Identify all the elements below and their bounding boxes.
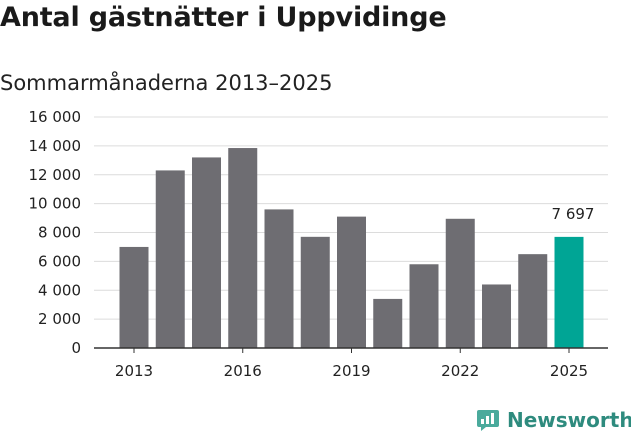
chart-subtitle: Sommarmånaderna 2013–2025	[0, 71, 333, 95]
bar-2017	[264, 209, 294, 348]
bar-2015	[192, 157, 221, 348]
brand-name: Newsworthy	[507, 408, 631, 432]
x-tick-label: 2025	[550, 362, 588, 380]
y-tick-label: 16 000	[29, 108, 82, 126]
bar-chart-speech-bubble-icon	[477, 410, 499, 431]
y-tick-label: 8 000	[38, 224, 81, 242]
bar-2013	[119, 246, 149, 348]
brand-logo: Newsworthy	[476, 408, 631, 432]
bar-2018	[300, 236, 330, 348]
y-tick-label: 4 000	[38, 281, 81, 299]
x-tick-label: 2019	[332, 362, 370, 380]
bar-2016	[228, 148, 258, 348]
chart-title: Antal gästnätter i Uppvidinge	[0, 2, 447, 33]
x-axis: 2013 2016 2019 2022 2025	[94, 347, 608, 380]
bar-2025	[554, 236, 584, 348]
y-tick-label: 12 000	[29, 166, 82, 184]
bar-2024	[518, 254, 548, 348]
bars	[119, 148, 584, 348]
y-tick-label: 6 000	[38, 252, 81, 270]
y-axis-ticks: 0 2 000 4 000 6 000 8 000 10 000 12 000 14 000 1…	[29, 108, 82, 357]
y-tick-label: 0	[71, 339, 81, 357]
x-tick-label: 2016	[224, 362, 262, 380]
bar-2019	[337, 216, 366, 348]
bar-2014	[155, 170, 185, 348]
bar-2020	[373, 298, 403, 348]
y-tick-label: 10 000	[29, 195, 82, 213]
bar-2023	[482, 284, 511, 348]
x-tick-label: 2013	[115, 362, 153, 380]
x-tick-label: 2022	[441, 362, 479, 380]
y-tick-label: 2 000	[38, 310, 81, 328]
bar-chart: 0 2 000 4 000 6 000 8 000 10 000 12 000 14 000 1…	[29, 108, 608, 380]
bar-2022	[445, 218, 475, 348]
data-label-2025: 7 697	[552, 205, 595, 223]
y-tick-label: 14 000	[29, 137, 82, 155]
bar-2021	[409, 264, 439, 348]
data-labels: 7 697	[552, 205, 595, 223]
